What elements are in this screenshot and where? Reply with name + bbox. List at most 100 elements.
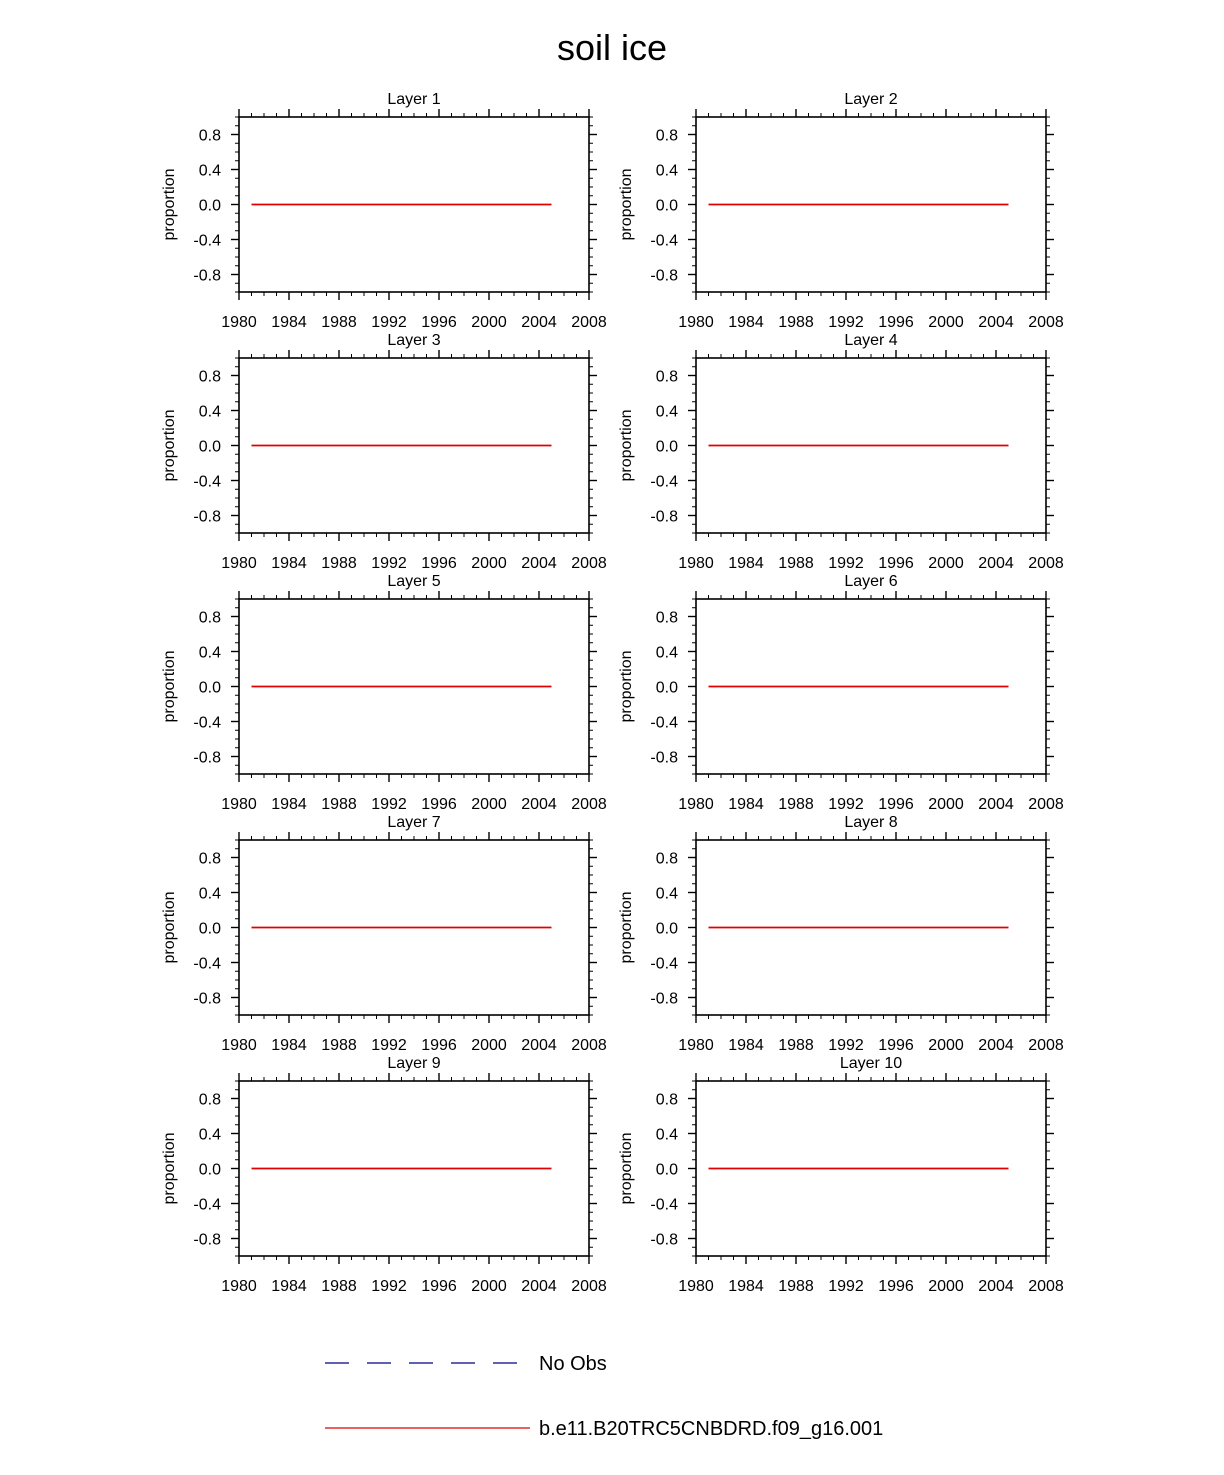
y-axis-label: proportion xyxy=(161,1132,178,1204)
panel-title: Layer 1 xyxy=(387,91,440,108)
y-tick-label: 0.0 xyxy=(656,1162,678,1179)
x-tick-label: 1992 xyxy=(828,1037,864,1054)
x-tick-label: 2008 xyxy=(571,796,607,813)
x-tick-label: 2004 xyxy=(521,1037,557,1054)
x-tick-label: 1988 xyxy=(778,796,814,813)
y-tick-label: 0.8 xyxy=(656,128,678,145)
y-tick-label: -0.4 xyxy=(650,233,678,250)
y-tick-label: -0.4 xyxy=(193,1197,221,1214)
panel-layer-3: Layer 3 1980 1984 1988 1992 1996 2000 2004 2008 0… xyxy=(161,332,607,572)
panel-layer-4: Layer 4 1980 1984 1988 1992 1996 2000 2004 2008 0… xyxy=(618,332,1064,572)
x-tick-label: 1996 xyxy=(421,314,457,331)
panel-title: Layer 5 xyxy=(387,573,440,590)
x-tick-label: 2008 xyxy=(1028,1037,1064,1054)
x-tick-label: 1980 xyxy=(678,555,714,572)
y-tick-label: 0.8 xyxy=(656,1092,678,1109)
x-tick-label: 1984 xyxy=(271,1278,307,1295)
panel-layer-10: Layer 10 1980 1984 1988 1992 1996 2000 2004 2008… xyxy=(618,1055,1064,1295)
legend: No Obs b.e11.B20TRC5CNBDRD.f09_g16.001 xyxy=(325,1353,883,1440)
y-tick-label: 0.8 xyxy=(199,1092,221,1109)
y-tick-label: 0.0 xyxy=(199,680,221,697)
x-tick-label: 1992 xyxy=(371,555,407,572)
y-axis-label: proportion xyxy=(618,891,635,963)
y-axis-label: proportion xyxy=(618,1132,635,1204)
y-axis-label: proportion xyxy=(161,891,178,963)
x-tick-label: 1980 xyxy=(221,1037,257,1054)
x-tick-label: 1992 xyxy=(371,314,407,331)
x-tick-label: 1992 xyxy=(828,1278,864,1295)
y-tick-label: -0.4 xyxy=(650,956,678,973)
x-tick-label: 1980 xyxy=(678,1037,714,1054)
x-tick-label: 1980 xyxy=(221,314,257,331)
y-tick-label: 0.8 xyxy=(199,128,221,145)
y-tick-label: -0.4 xyxy=(193,956,221,973)
panel-title: Layer 3 xyxy=(387,332,440,349)
y-tick-label: -0.4 xyxy=(193,715,221,732)
panel-title: Layer 4 xyxy=(844,332,897,349)
y-tick-label: -0.8 xyxy=(650,750,678,767)
x-tick-label: 2000 xyxy=(471,314,507,331)
x-tick-label: 1984 xyxy=(728,796,764,813)
x-tick-label: 2000 xyxy=(471,796,507,813)
panel-layer-5: Layer 5 1980 1984 1988 1992 1996 2000 2004 2008 0… xyxy=(161,573,607,813)
y-tick-label: 0.0 xyxy=(199,198,221,215)
x-tick-label: 2004 xyxy=(521,555,557,572)
x-tick-label: 1988 xyxy=(778,1278,814,1295)
y-tick-label: 0.4 xyxy=(199,886,221,903)
y-tick-label: -0.8 xyxy=(193,509,221,526)
x-tick-label: 2004 xyxy=(521,1278,557,1295)
page-title: soil ice xyxy=(557,27,667,68)
x-tick-label: 2008 xyxy=(1028,555,1064,572)
y-tick-label: -0.8 xyxy=(193,268,221,285)
x-tick-label: 1980 xyxy=(678,1278,714,1295)
x-tick-label: 1984 xyxy=(271,1037,307,1054)
y-tick-label: 0.4 xyxy=(199,404,221,421)
x-tick-label: 1988 xyxy=(321,1037,357,1054)
x-tick-label: 1988 xyxy=(778,1037,814,1054)
x-tick-label: 1984 xyxy=(271,314,307,331)
panel-layer-1: Layer 1 1980 1984 1988 1992 1996 2000 2004 2008 0… xyxy=(161,91,607,331)
x-tick-label: 1988 xyxy=(778,314,814,331)
y-tick-label: 0.0 xyxy=(656,921,678,938)
y-tick-label: 0.0 xyxy=(199,439,221,456)
panel-title: Layer 6 xyxy=(844,573,897,590)
y-tick-label: -0.8 xyxy=(650,1232,678,1249)
x-tick-label: 1984 xyxy=(271,555,307,572)
y-tick-label: 0.4 xyxy=(656,163,678,180)
x-tick-label: 1992 xyxy=(371,796,407,813)
panel-layer-7: Layer 7 1980 1984 1988 1992 1996 2000 2004 2008 0… xyxy=(161,814,607,1054)
y-tick-label: -0.8 xyxy=(193,1232,221,1249)
y-axis-label: proportion xyxy=(161,168,178,240)
y-tick-label: -0.8 xyxy=(650,268,678,285)
x-tick-label: 1996 xyxy=(878,555,914,572)
x-tick-label: 1996 xyxy=(421,796,457,813)
x-tick-label: 1996 xyxy=(878,314,914,331)
y-tick-label: 0.8 xyxy=(199,610,221,627)
x-tick-label: 1988 xyxy=(321,555,357,572)
x-tick-label: 1984 xyxy=(728,314,764,331)
panel-title: Layer 10 xyxy=(840,1055,902,1072)
y-tick-label: 0.0 xyxy=(656,198,678,215)
x-tick-label: 2000 xyxy=(928,1278,964,1295)
x-tick-label: 1996 xyxy=(421,1037,457,1054)
panel-layer-8: Layer 8 1980 1984 1988 1992 1996 2000 2004 2008 0… xyxy=(618,814,1064,1054)
x-tick-label: 2004 xyxy=(978,796,1014,813)
y-tick-label: 0.8 xyxy=(656,369,678,386)
y-tick-label: 0.4 xyxy=(656,645,678,662)
y-tick-label: -0.8 xyxy=(650,991,678,1008)
x-tick-label: 2008 xyxy=(1028,1278,1064,1295)
x-tick-label: 2004 xyxy=(978,314,1014,331)
x-tick-label: 2008 xyxy=(571,314,607,331)
y-tick-label: 0.8 xyxy=(656,610,678,627)
y-tick-label: 0.4 xyxy=(199,1127,221,1144)
y-tick-label: -0.4 xyxy=(650,1197,678,1214)
legend-label: b.e11.B20TRC5CNBDRD.f09_g16.001 xyxy=(539,1418,883,1440)
x-tick-label: 1980 xyxy=(221,555,257,572)
legend-item: b.e11.B20TRC5CNBDRD.f09_g16.001 xyxy=(325,1418,883,1440)
x-tick-label: 2000 xyxy=(928,314,964,331)
x-tick-label: 2000 xyxy=(471,1037,507,1054)
x-tick-label: 2008 xyxy=(571,1037,607,1054)
legend-item: No Obs xyxy=(325,1353,607,1375)
y-tick-label: -0.4 xyxy=(193,233,221,250)
